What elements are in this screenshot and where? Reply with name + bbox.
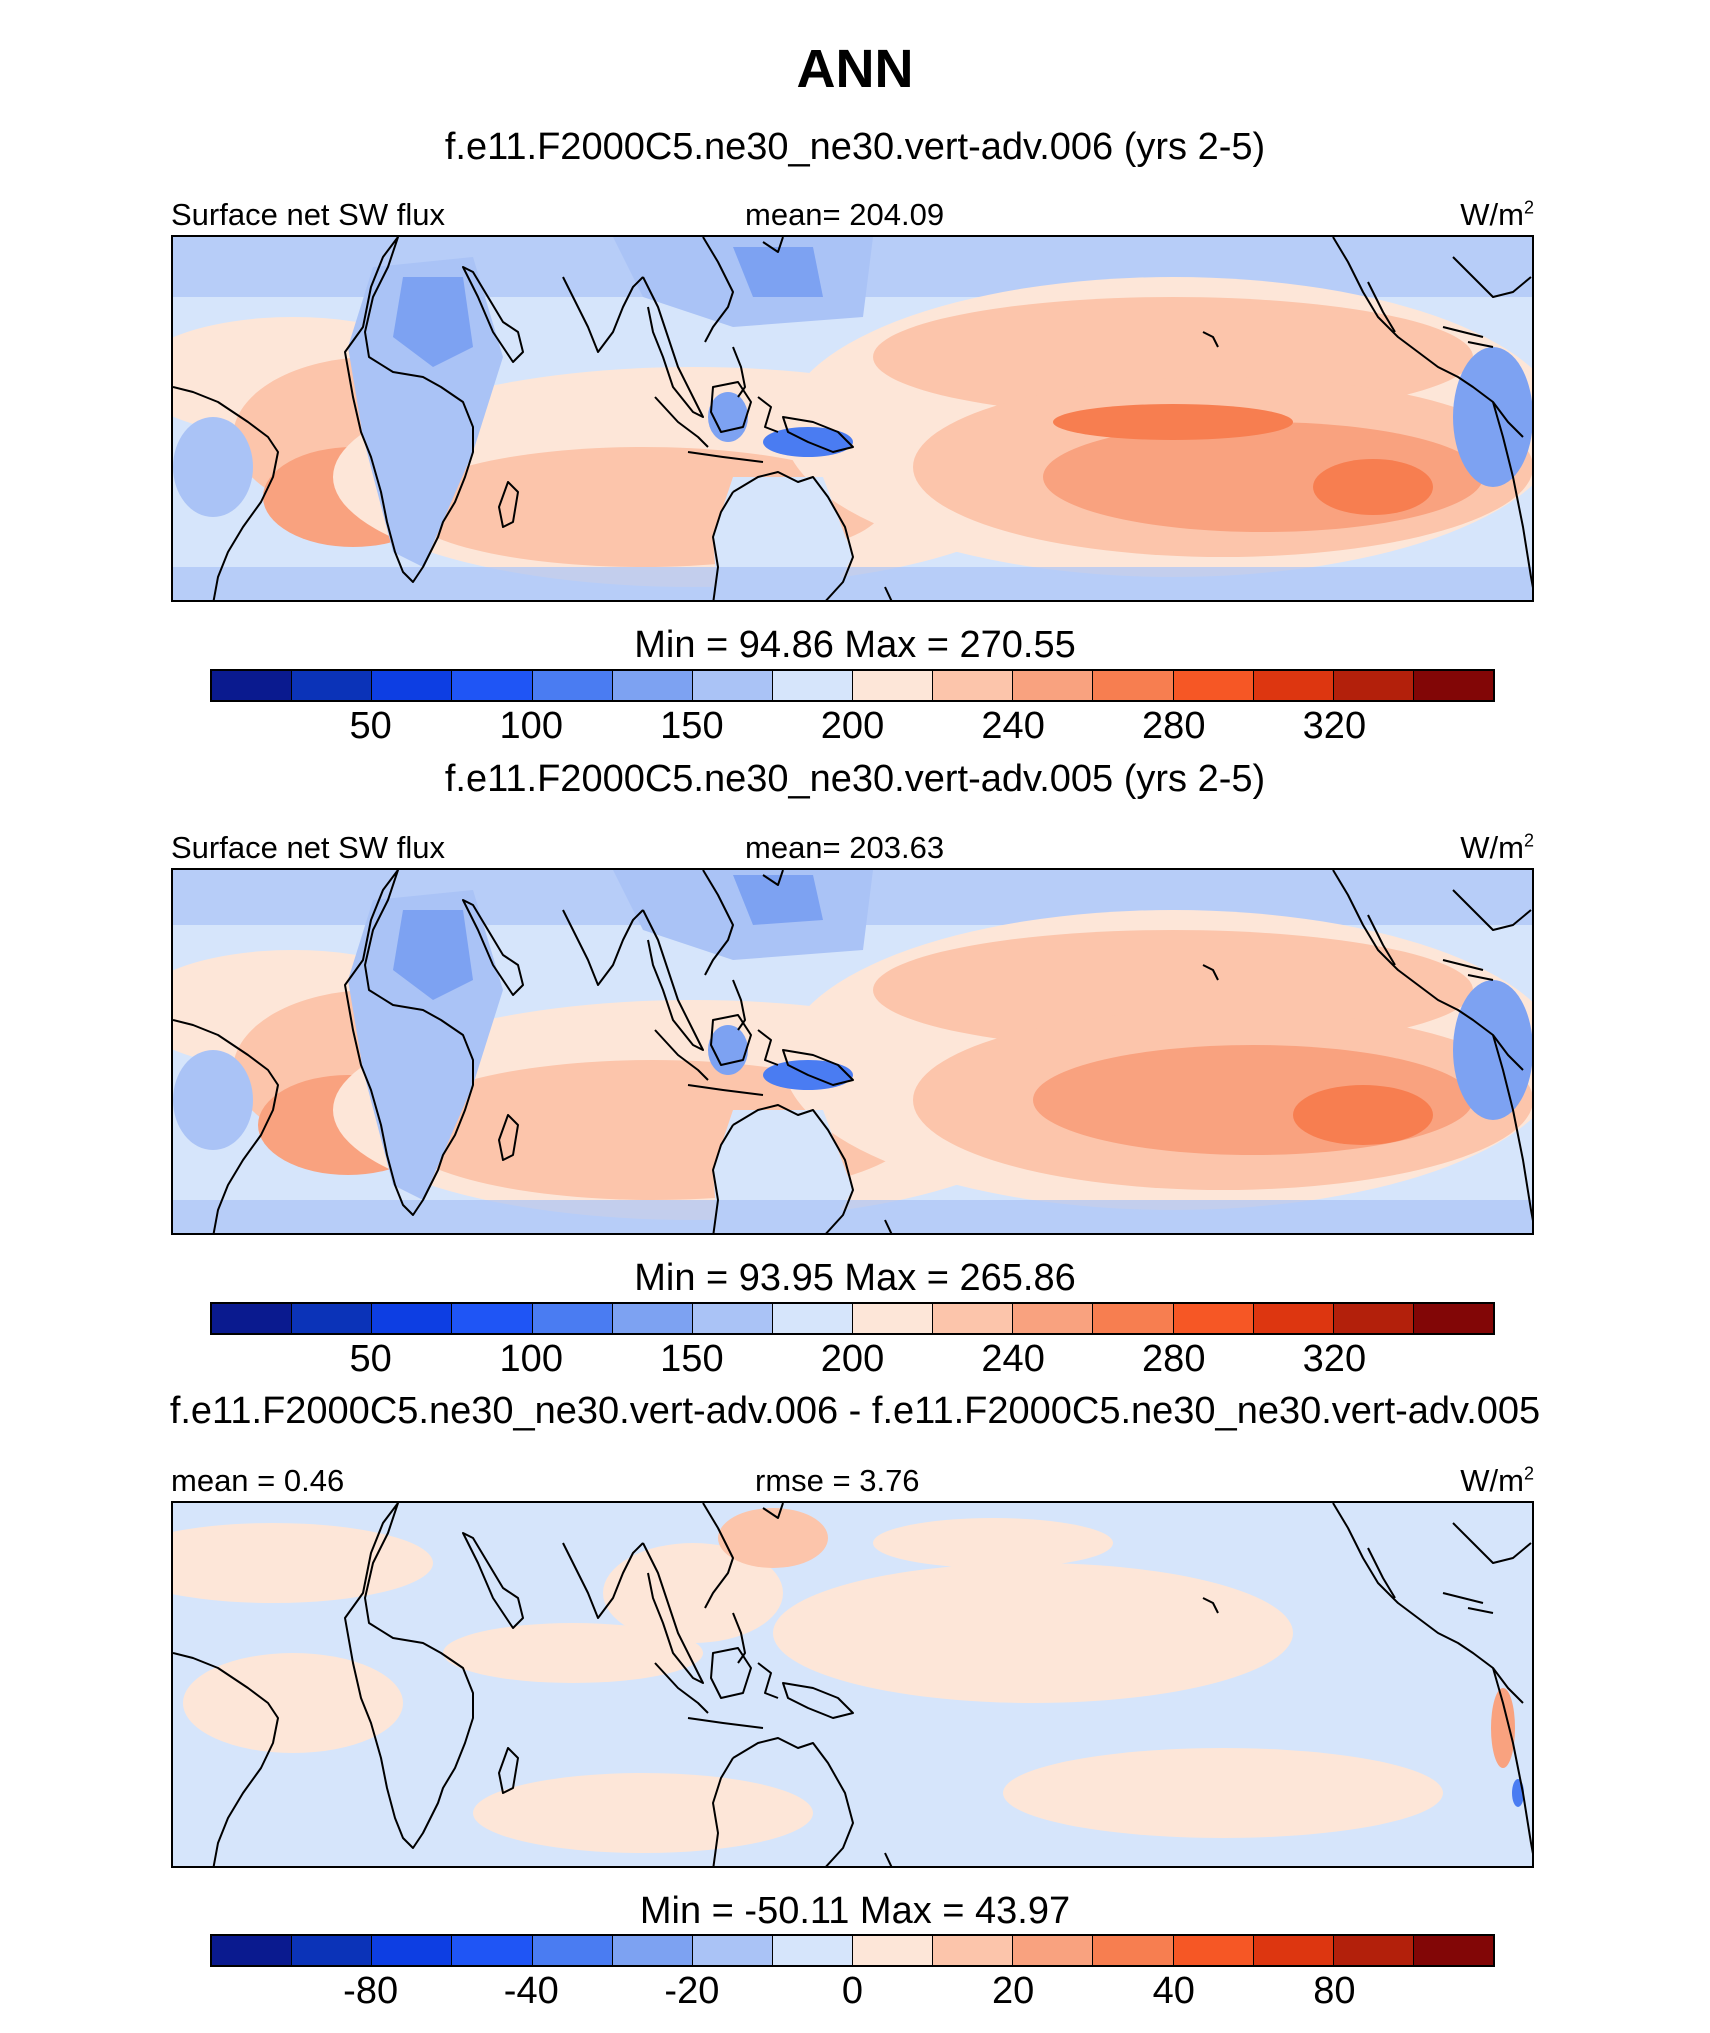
colorbar-segment: [692, 1304, 773, 1333]
colorbar-segment: [532, 671, 613, 700]
tick-label: 80: [1313, 1970, 1356, 2012]
colorbar-segment: [1013, 1304, 1094, 1333]
colorbar-segment: [1173, 1936, 1254, 1965]
tick-label: 280: [1142, 1338, 1206, 1380]
colorbar-segment: [612, 1304, 693, 1333]
colorbar-segment: [933, 1304, 1014, 1333]
tick-label: 0: [841, 1970, 864, 2012]
colorbar-segment: [772, 1936, 853, 1965]
minmax-label-1: Min = 94.86 Max = 270.55: [634, 624, 1076, 666]
colorbar-ticks-1: 50 100 150 200 240 280 320: [210, 705, 1495, 749]
colorbar-segment: [532, 1304, 613, 1333]
case-title-2: f.e11.F2000C5.ne30_ne30.vert-adv.005 (yr…: [444, 758, 1266, 800]
colorbar-segment: [853, 671, 934, 700]
colorbar-segment: [772, 1304, 853, 1333]
colorbar-segment: [1013, 671, 1094, 700]
colorbar-segment: [853, 1304, 934, 1333]
colorbar-segment: [1333, 671, 1414, 700]
mean-label-1: mean= 204.09: [745, 197, 945, 232]
colorbar-segment: [772, 671, 853, 700]
tick-label: 240: [981, 705, 1045, 747]
tick-label: 150: [660, 705, 724, 747]
mean-label-2: mean= 203.63: [745, 830, 945, 865]
tick-label: 200: [820, 705, 885, 747]
colorbar-segment: [292, 1304, 373, 1333]
colorbar-segment: [1093, 1304, 1174, 1333]
tick-label: 50: [349, 705, 392, 747]
colorbar-segment: [1013, 1936, 1094, 1965]
colorbar-segment: [1253, 1936, 1334, 1965]
tick-label: 40: [1152, 1970, 1195, 2012]
colorbar-segment: [612, 671, 693, 700]
colorbar-1: [210, 669, 1495, 702]
variable-label-2: Surface net SW flux: [171, 830, 445, 865]
tick-label: -20: [664, 1970, 720, 2012]
colorbar-segment: [212, 1304, 293, 1333]
colorbar-segment: [692, 671, 773, 700]
colorbar-segment: [1333, 1304, 1414, 1333]
tick-label: 20: [991, 1970, 1035, 2012]
units-label-3: W/m2: [1460, 1463, 1534, 1498]
variable-label-1: Surface net SW flux: [171, 197, 445, 232]
tick-label: 150: [660, 1338, 724, 1380]
tick-label: 320: [1302, 1338, 1367, 1380]
colorbar-2: [210, 1302, 1495, 1335]
colorbar-segment: [452, 1936, 533, 1965]
colorbar-segment: [1093, 1936, 1174, 1965]
colorbar-segment: [1093, 671, 1174, 700]
tick-label: 240: [981, 1338, 1045, 1380]
tick-label: 100: [499, 705, 563, 747]
colorbar-segment: [372, 671, 453, 700]
colorbar-segment: [372, 1936, 453, 1965]
colorbar-ticks-3: -80 -40 -20 0 20 40 80: [210, 1970, 1495, 2014]
tick-label: 320: [1302, 705, 1367, 747]
case-title-3: f.e11.F2000C5.ne30_ne30.vert-adv.006 - f…: [169, 1390, 1541, 1432]
minmax-label-2: Min = 93.95 Max = 265.86: [634, 1257, 1076, 1299]
colorbar-segment: [1333, 1936, 1414, 1965]
colorbar-segment: [933, 671, 1014, 700]
tick-label: 50: [349, 1338, 392, 1380]
tick-label: 280: [1142, 705, 1206, 747]
colorbar-segment: [612, 1936, 693, 1965]
tick-label: 200: [820, 1338, 885, 1380]
colorbar-segment: [1173, 1304, 1254, 1333]
tick-label: -40: [503, 1970, 559, 2012]
map-field-1: [173, 237, 1532, 600]
colorbar-segment: [1173, 671, 1254, 700]
colorbar-segment: [692, 1936, 773, 1965]
colorbar-segment: [1253, 1304, 1334, 1333]
map-field-3: [173, 1503, 1532, 1866]
colorbar-segment: [1413, 1936, 1493, 1965]
map-panel-1: [171, 235, 1534, 602]
colorbar-segment: [452, 671, 533, 700]
colorbar-segment: [212, 671, 293, 700]
mean-label-3: mean = 0.46: [171, 1463, 345, 1498]
units-label-2: W/m2: [1460, 830, 1534, 865]
map-panel-3: [171, 1501, 1534, 1868]
colorbar-ticks-2: 50 100 150 200 240 280 320: [210, 1338, 1495, 1382]
colorbar-segment: [1413, 1304, 1493, 1333]
colorbar-segment: [452, 1304, 533, 1333]
colorbar-segment: [1413, 671, 1493, 700]
colorbar-segment: [212, 1936, 293, 1965]
minmax-label-3: Min = -50.11 Max = 43.97: [639, 1890, 1071, 1932]
case-title-1: f.e11.F2000C5.ne30_ne30.vert-adv.006 (yr…: [444, 126, 1266, 168]
units-label-1: W/m2: [1460, 197, 1534, 232]
rmse-label-3: rmse = 3.76: [755, 1463, 920, 1498]
colorbar-3: [210, 1934, 1495, 1967]
colorbar-segment: [292, 1936, 373, 1965]
colorbar-segment: [853, 1936, 934, 1965]
map-panel-2: [171, 868, 1534, 1235]
tick-label: 100: [499, 1338, 563, 1380]
colorbar-segment: [933, 1936, 1014, 1965]
colorbar-segment: [292, 671, 373, 700]
colorbar-segment: [1253, 671, 1334, 700]
colorbar-segment: [532, 1936, 613, 1965]
map-field-2: [173, 870, 1532, 1233]
figure-title: ANN: [796, 39, 914, 99]
tick-label: -80: [343, 1970, 399, 2012]
colorbar-segment: [372, 1304, 453, 1333]
